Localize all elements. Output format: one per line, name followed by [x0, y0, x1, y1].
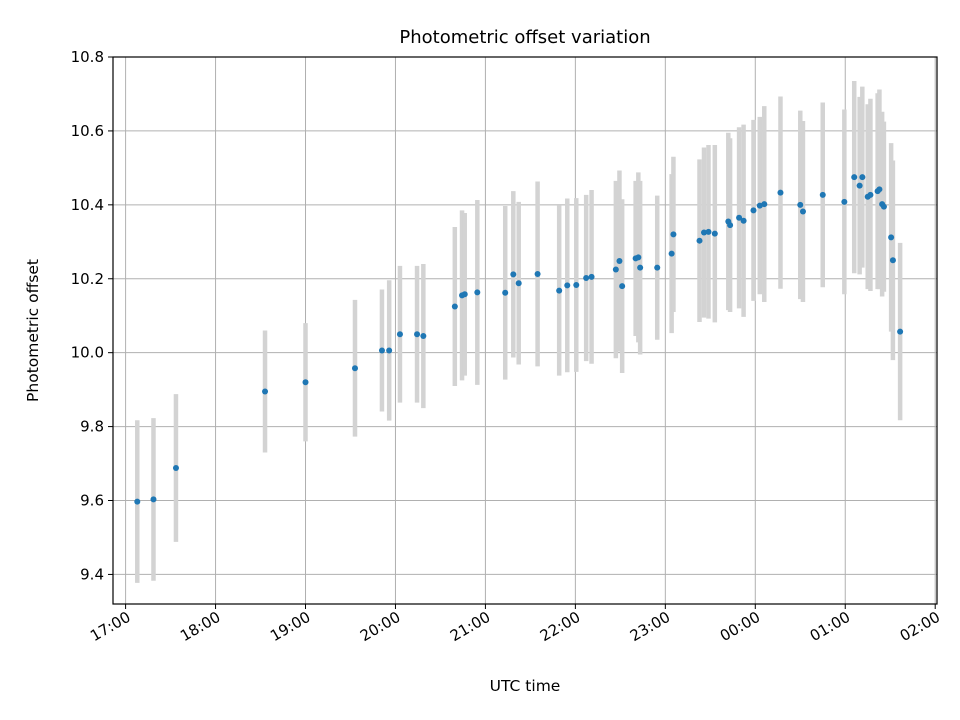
data-point — [856, 182, 863, 189]
data-point — [474, 289, 481, 296]
data-point — [654, 264, 661, 271]
data-point — [637, 264, 644, 271]
data-point — [897, 328, 904, 335]
data-point — [616, 258, 623, 265]
data-point — [750, 207, 757, 214]
y-tick-label: 9.6 — [80, 492, 104, 510]
data-point — [819, 191, 826, 198]
data-point — [583, 275, 590, 282]
data-point — [262, 388, 269, 395]
y-tick-label: 10.2 — [71, 270, 104, 288]
chart-title: Photometric offset variation — [399, 27, 650, 48]
data-point — [378, 347, 385, 354]
data-point — [888, 234, 895, 241]
data-point — [420, 333, 427, 340]
data-point — [150, 496, 157, 503]
data-point — [740, 217, 747, 224]
data-point — [736, 214, 743, 221]
data-point — [386, 347, 393, 354]
data-point — [461, 291, 468, 298]
data-point — [134, 498, 141, 505]
data-point — [172, 464, 179, 471]
data-point — [351, 365, 358, 372]
data-point — [727, 222, 734, 229]
data-point — [534, 270, 541, 277]
data-point — [867, 191, 874, 198]
data-point — [556, 287, 563, 294]
data-points — [134, 174, 904, 505]
data-point — [414, 331, 421, 338]
data-point — [619, 283, 626, 290]
data-point — [588, 273, 595, 280]
data-point — [761, 201, 768, 208]
data-point — [705, 228, 712, 235]
data-point — [797, 201, 804, 208]
data-point — [302, 379, 309, 386]
y-tick-label: 10.0 — [71, 344, 104, 362]
data-point — [502, 289, 509, 296]
data-point — [635, 254, 642, 261]
y-tick-label: 10.4 — [71, 196, 104, 214]
data-point — [876, 186, 883, 193]
data-point — [696, 237, 703, 244]
y-tick-label: 9.4 — [80, 565, 104, 583]
data-point — [880, 203, 887, 210]
data-point — [889, 257, 896, 264]
x-axis-label: UTC time — [490, 677, 561, 695]
data-point — [515, 280, 522, 287]
data-point — [396, 331, 403, 338]
data-point — [564, 282, 571, 289]
data-point — [859, 174, 866, 181]
y-axis-ticks: 9.4 9.6 9.8 10.0 10.2 10.4 10.6 10.8 — [71, 48, 113, 583]
data-point — [851, 174, 858, 181]
y-tick-label: 9.8 — [80, 418, 104, 436]
y-axis-label: Photometric offset — [24, 259, 42, 402]
plot-frame — [112, 56, 938, 605]
data-point — [451, 303, 458, 310]
data-point — [799, 208, 806, 215]
data-point — [510, 271, 517, 278]
data-point — [777, 189, 784, 196]
data-point — [711, 230, 718, 237]
y-tick-label: 10.6 — [71, 122, 104, 140]
data-point — [668, 250, 675, 257]
y-tick-label: 10.8 — [71, 48, 104, 66]
data-point — [573, 282, 580, 289]
data-point — [701, 229, 708, 236]
data-point — [612, 266, 619, 273]
data-point — [670, 231, 677, 238]
data-point — [841, 198, 848, 205]
